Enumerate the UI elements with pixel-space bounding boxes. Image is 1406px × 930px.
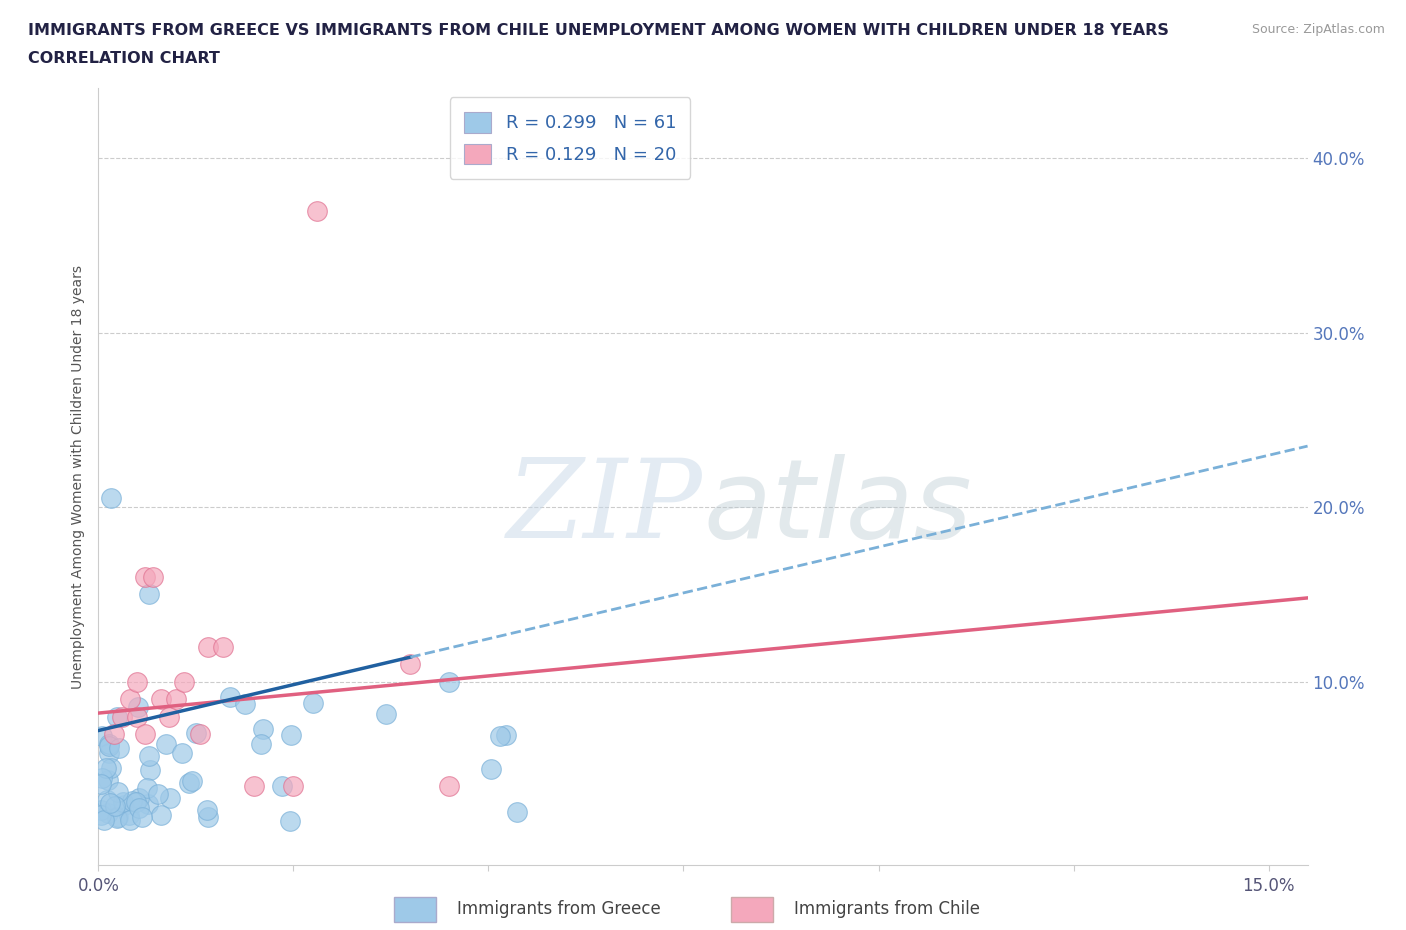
Point — [249, 737, 271, 751]
Point — [108, 740, 131, 755]
Point — [142, 569, 165, 584]
Text: ZIP: ZIP — [508, 454, 703, 562]
Point — [439, 779, 461, 794]
Point — [184, 725, 207, 740]
Point — [103, 726, 125, 741]
Text: IMMIGRANTS FROM GREECE VS IMMIGRANTS FROM CHILE UNEMPLOYMENT AMONG WOMEN WITH CH: IMMIGRANTS FROM GREECE VS IMMIGRANTS FRO… — [28, 23, 1168, 38]
Point — [127, 674, 149, 689]
Point — [188, 726, 211, 741]
Point — [181, 773, 204, 788]
Point — [479, 762, 502, 777]
Text: Immigrants from Greece: Immigrants from Greece — [457, 900, 661, 918]
Point — [243, 779, 266, 794]
Point — [111, 710, 134, 724]
Point — [134, 569, 156, 584]
Point — [118, 692, 141, 707]
Point — [120, 812, 142, 827]
Point — [104, 799, 127, 814]
Point — [98, 746, 121, 761]
Point — [159, 790, 181, 805]
Point — [90, 729, 112, 744]
Point — [173, 674, 195, 689]
Point — [197, 639, 219, 654]
Point — [138, 587, 160, 602]
Text: Source: ZipAtlas.com: Source: ZipAtlas.com — [1251, 23, 1385, 36]
Point — [139, 763, 162, 777]
Point — [150, 808, 173, 823]
Point — [197, 810, 219, 825]
Point — [138, 749, 160, 764]
FancyBboxPatch shape — [394, 897, 436, 922]
Point — [375, 707, 398, 722]
Point — [218, 689, 240, 704]
Point — [283, 779, 305, 794]
Point — [105, 710, 128, 724]
Point — [271, 778, 294, 793]
Text: atlas: atlas — [703, 454, 972, 561]
Point — [136, 780, 159, 795]
Point — [96, 792, 118, 807]
Point — [197, 803, 219, 817]
Point — [127, 699, 149, 714]
Point — [97, 806, 120, 821]
Point — [177, 775, 200, 790]
Point — [437, 675, 460, 690]
Point — [97, 739, 120, 754]
Point — [233, 698, 256, 712]
Point — [105, 810, 128, 825]
Point — [125, 794, 148, 809]
Point — [90, 807, 112, 822]
Point — [100, 761, 122, 776]
Point — [302, 696, 325, 711]
Point — [399, 657, 422, 671]
Point — [100, 491, 122, 506]
Point — [118, 807, 141, 822]
Point — [134, 726, 156, 741]
Point — [90, 803, 112, 817]
Y-axis label: Unemployment Among Women with Children Under 18 years: Unemployment Among Women with Children U… — [72, 265, 86, 688]
Point — [131, 810, 153, 825]
Point — [165, 692, 187, 707]
Text: CORRELATION CHART: CORRELATION CHART — [28, 51, 219, 66]
Point — [98, 737, 121, 751]
Point — [280, 727, 302, 742]
Point — [127, 710, 149, 724]
FancyBboxPatch shape — [731, 897, 773, 922]
Point — [495, 727, 517, 742]
Point — [146, 786, 169, 801]
Point — [489, 728, 512, 743]
Point — [155, 737, 177, 751]
Point — [97, 773, 120, 788]
Point — [94, 761, 117, 776]
Point — [91, 771, 114, 786]
Text: Immigrants from Chile: Immigrants from Chile — [794, 900, 980, 918]
Point — [128, 800, 150, 815]
Point — [128, 790, 150, 805]
Point — [121, 793, 143, 808]
Point — [112, 794, 135, 809]
Point — [212, 639, 235, 654]
Legend: R = 0.299   N = 61, R = 0.129   N = 20: R = 0.299 N = 61, R = 0.129 N = 20 — [450, 98, 690, 179]
Point — [107, 785, 129, 800]
Point — [136, 797, 159, 812]
Point — [172, 745, 194, 760]
Point — [149, 692, 172, 707]
Point — [107, 810, 129, 825]
Point — [506, 804, 529, 819]
Point — [252, 722, 274, 737]
Point — [98, 796, 121, 811]
Point — [305, 203, 328, 218]
Point — [93, 813, 115, 828]
Point — [112, 797, 135, 812]
Point — [278, 814, 301, 829]
Point — [90, 777, 112, 791]
Point — [157, 710, 180, 724]
